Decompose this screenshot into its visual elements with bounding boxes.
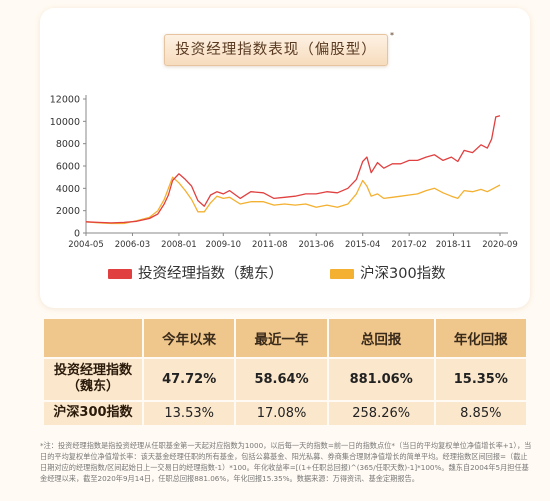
chart-series xyxy=(85,115,501,225)
y-tick-label: 8000 xyxy=(56,139,80,150)
table-header-annual: 年化回报 xyxy=(435,319,526,357)
cell-csi300-annual: 8.85% xyxy=(435,401,526,425)
cell-manager-total: 881.06% xyxy=(328,359,434,400)
x-tick-label: 2009-10 xyxy=(206,240,242,250)
x-tick-label: 2018-11 xyxy=(436,240,472,250)
y-tick-label: 0 xyxy=(74,229,80,240)
x-tick-label: 2017-02 xyxy=(391,240,427,250)
legend-item-manager: 投资经理指数（魏东） xyxy=(108,262,283,282)
legend-item-csi300: 沪深300指数 xyxy=(330,262,446,282)
line-chart: 0 2000 4000 6000 8000 10000 12000 2004-05 2006-0… xyxy=(50,95,518,251)
y-tick-label: 6000 xyxy=(56,162,80,173)
table-header-corner xyxy=(44,319,142,357)
footnote: *注：投资经理指数是指投资经理从任职基金第一天起对应指数为1000，以后每一天的… xyxy=(40,441,532,483)
x-tick-label: 2013-06 xyxy=(298,240,334,250)
y-tick-label: 10000 xyxy=(50,117,80,128)
cell-csi300-ytd: 13.53% xyxy=(144,401,235,425)
legend-swatch-csi300 xyxy=(330,269,354,279)
y-tick-label: 12000 xyxy=(50,95,80,106)
title-footnote-mark: * xyxy=(390,31,394,40)
x-tick-label: 2006-03 xyxy=(115,240,151,250)
series-line-manager xyxy=(85,115,501,224)
x-tick-label: 2011-08 xyxy=(252,240,288,250)
chart-title: 投资经理指数表现（偏股型） xyxy=(175,42,377,58)
x-tick-label: 2008-01 xyxy=(161,240,197,250)
table-row: 沪深300指数 13.53% 17.08% 258.26% 8.85% xyxy=(44,401,526,425)
performance-table: 今年以来 最近一年 总回报 年化回报 投资经理指数（魏东） 47.72% 58.… xyxy=(42,317,528,427)
x-tick-label: 2015-04 xyxy=(345,240,381,250)
series-line-csi300 xyxy=(85,176,501,225)
y-tick-label: 2000 xyxy=(56,206,80,217)
table-header-ytd: 今年以来 xyxy=(144,319,235,357)
cell-manager-1y: 58.64% xyxy=(236,359,327,400)
cell-manager-ytd: 47.72% xyxy=(144,359,235,400)
row-label-manager: 投资经理指数（魏东） xyxy=(44,359,142,400)
x-tick-label: 2020-09 xyxy=(482,240,518,250)
legend-label-manager: 投资经理指数（魏东） xyxy=(138,266,283,282)
table-header-1y: 最近一年 xyxy=(236,319,327,357)
table-header-row: 今年以来 最近一年 总回报 年化回报 xyxy=(44,319,526,357)
cell-csi300-total: 258.26% xyxy=(328,401,434,425)
cell-manager-annual: 15.35% xyxy=(435,359,526,400)
x-tick-label: 2004-05 xyxy=(68,240,104,250)
table-row: 投资经理指数（魏东） 47.72% 58.64% 881.06% 15.35% xyxy=(44,359,526,400)
table-header-total: 总回报 xyxy=(328,319,434,357)
cell-csi300-1y: 17.08% xyxy=(236,401,327,425)
chart-axes: 0 2000 4000 6000 8000 10000 12000 2004-05 2006-0… xyxy=(50,95,518,251)
chart-title-box: 投资经理指数表现（偏股型） * xyxy=(164,31,394,66)
row-label-csi300: 沪深300指数 xyxy=(44,401,142,425)
legend-swatch-manager xyxy=(108,269,132,279)
y-tick-label: 4000 xyxy=(56,184,80,195)
legend-label-csi300: 沪深300指数 xyxy=(360,266,446,282)
